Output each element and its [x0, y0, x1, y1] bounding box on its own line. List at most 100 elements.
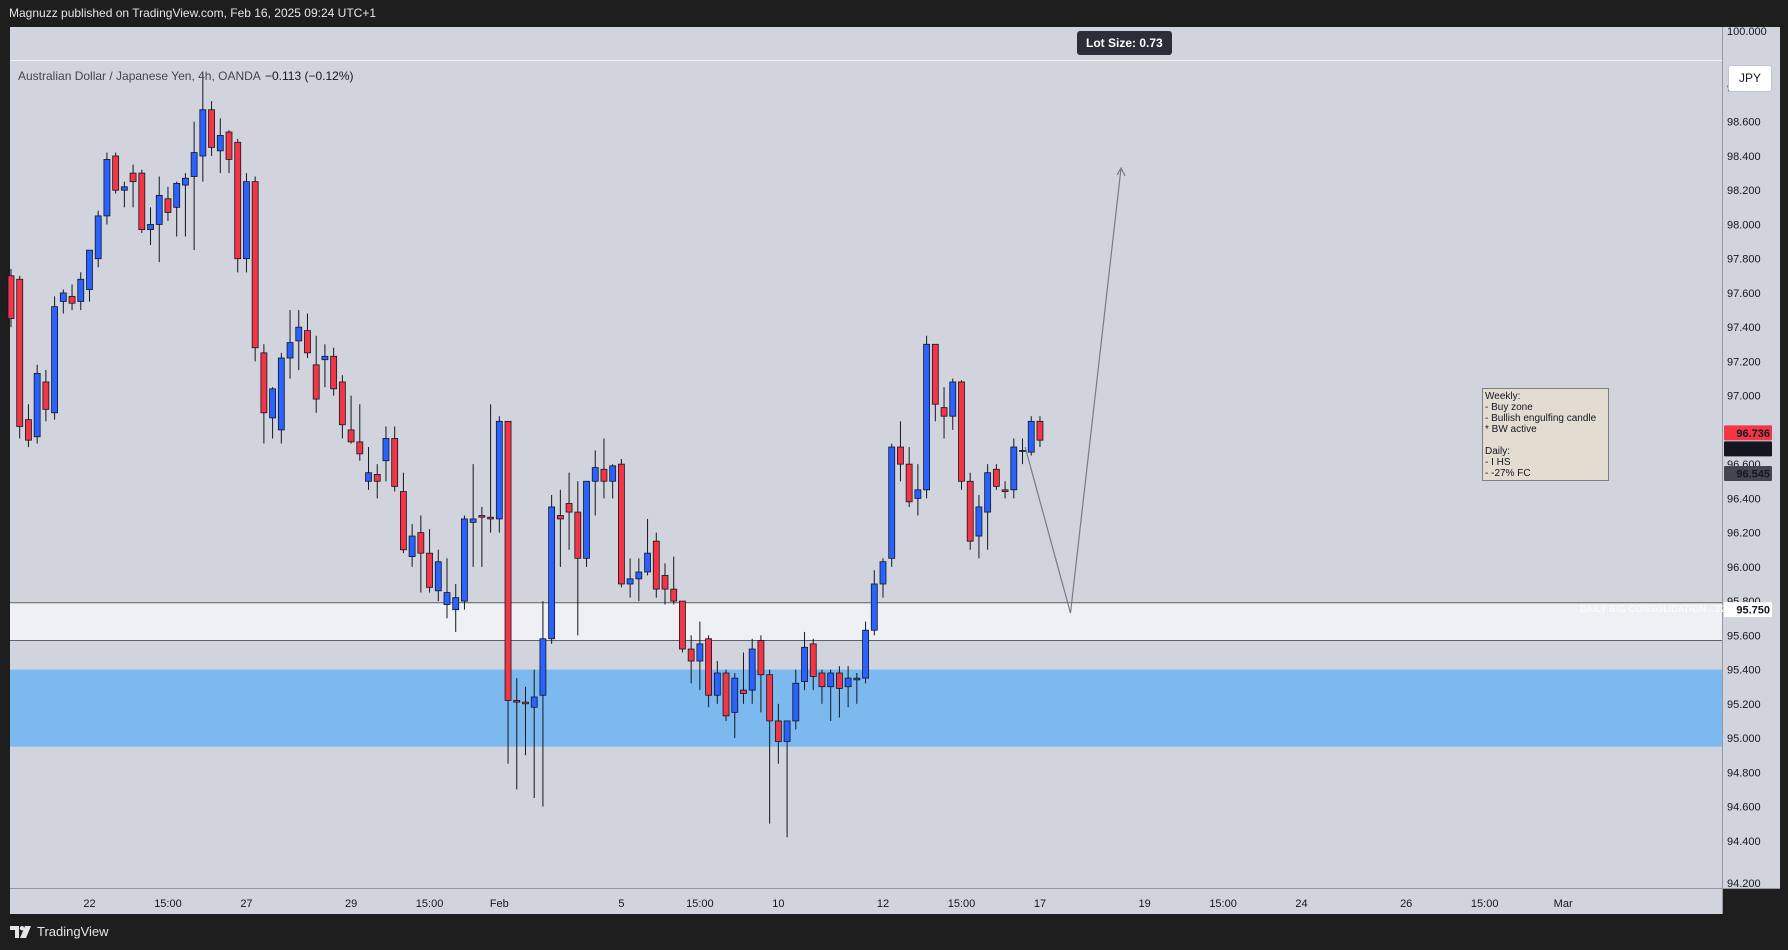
x-tick-label: 24 [1295, 898, 1307, 910]
candle-body [399, 491, 407, 551]
y-tick-label: 94.800 [1727, 767, 1761, 779]
candle-body [836, 672, 843, 689]
candle-body [199, 109, 207, 157]
y-tick-label: 95.600 [1727, 630, 1761, 642]
candle [583, 480, 590, 567]
candle [984, 464, 992, 550]
candle-body [155, 194, 163, 225]
candle [774, 703, 782, 764]
candle-body [513, 699, 521, 703]
candle [155, 176, 163, 263]
symbol-title: Australian Dollar / Japanese Yen, 4h, OA… [18, 69, 261, 83]
candle-body [86, 249, 93, 290]
time-axis[interactable] [10, 888, 1722, 914]
candle [129, 164, 137, 208]
price-label-box [1724, 425, 1772, 441]
candle-body [243, 181, 250, 260]
candle-body [365, 472, 372, 482]
y-tick-label: 96.400 [1727, 493, 1761, 505]
candle-body [504, 420, 512, 701]
candle-body [870, 583, 878, 631]
y-tick-label: 97.400 [1727, 322, 1761, 334]
candle-body [443, 592, 451, 605]
candle-body [330, 355, 338, 390]
candle-body [51, 306, 58, 414]
candle-body [251, 181, 259, 349]
candle [269, 387, 277, 439]
y-tick-label: 98.000 [1727, 219, 1761, 231]
candle [513, 678, 521, 790]
tradingview-logo-icon [10, 925, 31, 938]
candle [138, 169, 146, 234]
projection-path[interactable] [1024, 167, 1122, 614]
candle [304, 313, 311, 358]
candle [931, 343, 939, 422]
candle [565, 472, 573, 550]
candle [522, 686, 529, 756]
plot-area [10, 27, 1722, 888]
candle-body [888, 446, 896, 559]
candle-body [644, 552, 651, 573]
candle [234, 138, 242, 273]
x-tick-label: 22 [83, 898, 95, 910]
analysis-note[interactable]: Weekly: - Buy zone - Bullish engulfing c… [1482, 388, 1609, 481]
candle-body [304, 330, 311, 354]
candle [548, 494, 556, 644]
candle-body [626, 578, 634, 585]
published-text: Magnuzz published on TradingView.com, Fe… [9, 6, 377, 20]
candle [164, 186, 172, 222]
candle [870, 570, 878, 636]
candle [940, 387, 948, 439]
candle [103, 152, 111, 225]
currency-button[interactable]: JPY [1728, 65, 1772, 92]
x-tick-label: 17 [1034, 898, 1046, 910]
x-tick-label: Feb [490, 898, 509, 910]
candle-body [138, 172, 146, 230]
candle-body [992, 468, 1000, 487]
candle [975, 494, 983, 559]
candle [670, 556, 678, 605]
candle [399, 472, 407, 554]
candle-body [740, 689, 747, 694]
candle-body [984, 472, 992, 513]
candle [417, 515, 425, 593]
candle [783, 720, 791, 838]
candle [16, 275, 24, 439]
candle [495, 416, 503, 533]
candle-body [975, 506, 983, 537]
candle [792, 669, 800, 730]
candle-body [16, 278, 24, 427]
candle [59, 289, 67, 314]
candle-body [809, 643, 817, 677]
candle-body [931, 343, 939, 405]
candle [190, 121, 198, 251]
candle-body [59, 292, 67, 302]
candle [42, 369, 50, 422]
candle [251, 176, 259, 362]
candle [809, 638, 817, 691]
candle-body [391, 438, 399, 487]
candle [356, 404, 364, 461]
candle-body [103, 159, 111, 217]
candle [905, 447, 913, 507]
candle [51, 296, 58, 420]
tradingview-logo[interactable]: TradingView [10, 924, 109, 939]
candle-body [382, 438, 390, 462]
candle-body [862, 629, 869, 679]
candle-body [434, 561, 442, 592]
price-axis[interactable] [1723, 27, 1780, 888]
candle [731, 673, 739, 739]
candle [740, 652, 747, 704]
candle [434, 549, 442, 602]
candle-body [696, 643, 704, 662]
candle-body [1001, 489, 1009, 492]
price-label-box [1724, 602, 1772, 618]
candle-body [705, 638, 712, 696]
lot-size-label[interactable]: Lot Size: 0.73 [1077, 31, 1172, 55]
y-tick-label: 94.400 [1727, 836, 1761, 848]
candle [992, 464, 1000, 490]
candle [452, 583, 460, 632]
published-header: Magnuzz published on TradingView.com, Fe… [0, 0, 1788, 27]
candle-body [94, 215, 102, 260]
x-tick-label: 12 [877, 898, 889, 910]
